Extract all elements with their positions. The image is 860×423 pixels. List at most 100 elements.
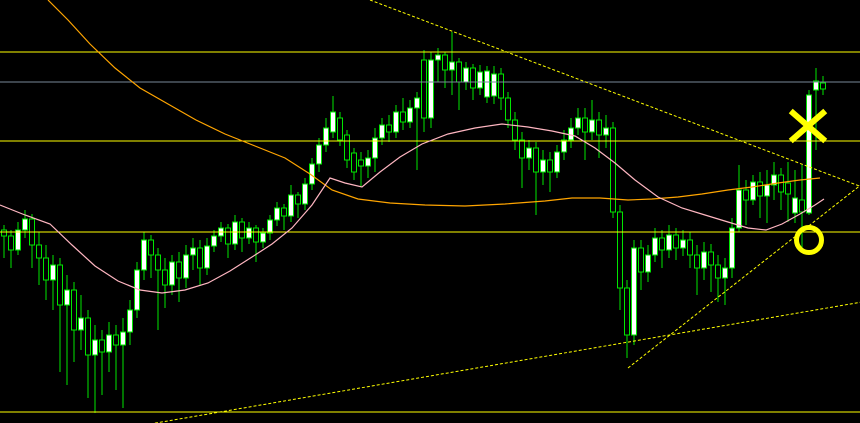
candle	[36, 232, 42, 285]
candle	[148, 235, 154, 278]
candle-body-bull	[127, 309, 133, 333]
candle	[610, 122, 616, 218]
candle-body-bear	[197, 247, 203, 269]
candle-body-bear	[253, 227, 259, 243]
candle-body-bull	[22, 218, 28, 231]
candle	[141, 232, 147, 280]
candle	[820, 76, 826, 95]
candle	[239, 218, 245, 252]
candle	[169, 255, 175, 295]
candle	[498, 68, 504, 110]
candle-body-bear	[99, 339, 105, 353]
candle-body-bear	[344, 134, 350, 161]
candle-body-bear	[470, 67, 476, 89]
candle-body-bull	[120, 331, 126, 346]
candle	[57, 258, 63, 372]
candle	[512, 112, 518, 150]
candle-body-bull	[589, 119, 595, 133]
candle	[176, 252, 182, 302]
candle-body-bull	[652, 237, 658, 256]
candle-body-bear	[638, 247, 644, 273]
candle	[680, 230, 686, 256]
candle-body-bear	[442, 54, 448, 71]
candle	[281, 204, 287, 230]
candle	[386, 115, 392, 142]
candle-body-bull	[526, 147, 532, 159]
candle-body-bear	[610, 127, 616, 213]
candle-body-bull	[183, 254, 189, 279]
candle-body-bull	[274, 207, 280, 221]
candle-body-bull	[365, 157, 371, 167]
candle-body-bull	[190, 247, 196, 256]
candle-body-bull	[491, 73, 497, 97]
candle	[421, 50, 427, 132]
candle	[393, 105, 399, 138]
candle-body-bear	[799, 199, 805, 213]
candle-body-bear	[1, 229, 7, 237]
candle	[792, 170, 798, 223]
candle	[400, 98, 406, 130]
candle	[330, 96, 336, 138]
candle-body-bear	[225, 227, 231, 245]
candle-body-bear	[757, 181, 763, 197]
candle	[414, 92, 420, 170]
candle-body-bear	[43, 257, 49, 281]
horizontal-levels-group	[0, 51, 860, 413]
candle-body-bear	[519, 139, 525, 159]
candle-body-bear	[57, 264, 63, 306]
candle-body-bear	[617, 211, 623, 289]
candle	[344, 130, 350, 168]
candle	[197, 240, 203, 285]
candle-body-bull	[435, 54, 441, 61]
candle-body-bull	[246, 227, 252, 239]
candle	[1, 225, 7, 258]
candle	[666, 225, 672, 258]
o-mark	[794, 225, 824, 255]
candle-body-bull	[302, 183, 308, 205]
candle-body-bull	[64, 289, 70, 306]
candle-body-bull	[806, 94, 812, 214]
descending-resistance-trendline	[369, 0, 860, 187]
candle-body-bull	[414, 97, 420, 109]
candle	[715, 255, 721, 302]
candle	[15, 222, 21, 255]
candle	[785, 162, 791, 222]
candle-body-bull	[449, 61, 455, 71]
candle	[652, 228, 658, 262]
candle-body-bear	[505, 97, 511, 121]
candle	[687, 232, 693, 268]
candle-body-bull	[701, 251, 707, 269]
candle	[204, 238, 210, 275]
candle	[78, 295, 84, 350]
candle-body-bull	[393, 111, 399, 133]
candle-body-bear	[694, 254, 700, 269]
candle-body-bear	[295, 194, 301, 205]
x-mark	[788, 108, 828, 144]
candle	[428, 52, 434, 128]
long-ascending-trendline	[152, 301, 860, 423]
candle-body-bull	[477, 71, 483, 89]
candle-body-bull	[666, 234, 672, 251]
candle	[120, 318, 126, 408]
candle-body-bull	[484, 70, 490, 98]
candle	[582, 108, 588, 160]
candle-body-bull	[729, 227, 735, 269]
candle	[617, 205, 623, 310]
candle	[323, 118, 329, 152]
candle	[638, 240, 644, 290]
candle	[372, 128, 378, 172]
candle	[673, 228, 679, 260]
candle-body-bear	[533, 147, 539, 173]
x-mark-stroke	[788, 108, 828, 144]
candle	[302, 178, 308, 210]
candle	[316, 138, 322, 172]
candle-body-bear	[85, 317, 91, 356]
moving-averages-group	[0, 0, 825, 294]
candle	[645, 245, 651, 282]
candle	[99, 330, 105, 395]
candle	[736, 165, 742, 232]
candle-body-bear	[743, 189, 749, 201]
candle	[449, 32, 455, 95]
candle-body-bear	[498, 73, 504, 99]
